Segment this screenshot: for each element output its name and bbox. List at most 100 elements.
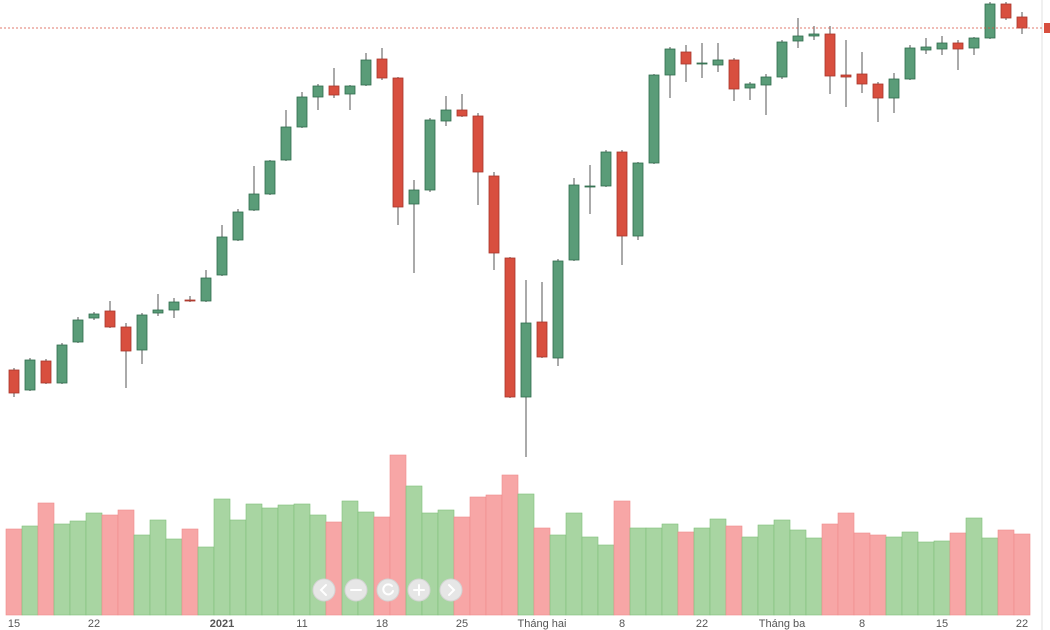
volume-bar xyxy=(213,498,231,616)
candle-body xyxy=(312,85,324,98)
volume-bar xyxy=(293,503,311,616)
candle-body xyxy=(88,313,100,319)
candle-body xyxy=(776,41,788,78)
x-tick-label: 22 xyxy=(1016,618,1028,630)
candle-body xyxy=(24,359,36,391)
candle-body xyxy=(504,257,516,398)
volume-bar xyxy=(117,509,135,616)
volume-bar xyxy=(485,494,503,616)
zoom-out-button[interactable] xyxy=(344,578,368,602)
volume-bar xyxy=(789,529,807,616)
volume-bar xyxy=(165,538,183,616)
candle-body xyxy=(360,59,372,86)
candle-body xyxy=(1016,16,1028,29)
candle-body xyxy=(56,344,68,384)
candle-body xyxy=(520,322,532,398)
volume-bar xyxy=(773,519,791,616)
candle-body xyxy=(920,46,932,51)
candle-body xyxy=(904,47,916,80)
candle-body xyxy=(984,3,996,39)
volume-bar xyxy=(709,518,727,616)
candle-body xyxy=(8,369,20,394)
candle-body xyxy=(232,211,244,241)
candle-body xyxy=(856,73,868,85)
volume-bar xyxy=(933,540,951,616)
volume-bar xyxy=(245,503,263,616)
candle-body xyxy=(792,35,804,42)
volume-bar xyxy=(821,523,839,616)
volume-bar xyxy=(581,536,599,616)
volume-bar xyxy=(549,534,567,616)
candle-body xyxy=(472,115,484,173)
x-tick-label: 15 xyxy=(936,618,948,630)
volume-bar xyxy=(149,519,167,616)
candle-body xyxy=(584,185,596,188)
volume-bar xyxy=(885,536,903,616)
volume-bar xyxy=(901,531,919,616)
volume-bar xyxy=(757,524,775,616)
candle-body xyxy=(808,33,820,37)
x-tick-label: Tháng hai xyxy=(518,618,567,630)
candle-body xyxy=(72,319,84,343)
volume-bar xyxy=(725,525,743,616)
candle-body xyxy=(40,360,52,384)
x-tick-label: 15 xyxy=(8,618,20,630)
candle-body xyxy=(968,37,980,49)
volume-bar xyxy=(197,546,215,616)
volume-bar xyxy=(229,519,247,616)
volume-bar xyxy=(629,527,647,616)
volume-bar xyxy=(5,528,23,616)
candle-body xyxy=(632,162,644,237)
candle-body xyxy=(136,314,148,351)
volume-bar xyxy=(453,516,471,616)
candle-body xyxy=(280,126,292,161)
volume-bar xyxy=(997,529,1015,616)
volume-bar xyxy=(501,474,519,616)
candle-body xyxy=(376,58,388,79)
volume-bar xyxy=(805,537,823,616)
volume-bar xyxy=(741,536,759,616)
candle-body xyxy=(168,301,180,311)
candle-body xyxy=(952,42,964,50)
volume-bar xyxy=(325,521,343,616)
reset-button[interactable] xyxy=(376,578,400,602)
candle-body xyxy=(648,74,660,164)
candle-body xyxy=(248,193,260,211)
navigation-controls xyxy=(312,578,463,602)
volume-bar xyxy=(949,532,967,616)
candle-body xyxy=(712,59,724,66)
volume-bar xyxy=(181,528,199,616)
candle-body xyxy=(760,76,772,86)
candle-body xyxy=(424,119,436,191)
volume-bar xyxy=(261,507,279,616)
last-price-marker xyxy=(1044,23,1050,33)
volume-bar xyxy=(677,531,695,616)
candle-body xyxy=(488,175,500,254)
candle-body xyxy=(552,260,564,359)
volume-bar xyxy=(469,496,487,616)
volume-bar xyxy=(661,523,679,616)
candle-body xyxy=(1000,3,1012,19)
candle-body xyxy=(872,83,884,99)
candle-body xyxy=(744,83,756,89)
candle-body xyxy=(120,326,132,352)
volume-bar xyxy=(101,514,119,616)
x-tick-label: Tháng ba xyxy=(759,618,806,630)
candle-body xyxy=(344,85,356,95)
candle-body xyxy=(664,48,676,76)
candle-body xyxy=(936,42,948,50)
candle-body xyxy=(200,277,212,302)
volume-bar xyxy=(965,517,983,616)
x-tick-label: 8 xyxy=(619,618,625,630)
scroll-left-button[interactable] xyxy=(312,578,336,602)
scroll-right-button[interactable] xyxy=(439,578,463,602)
zoom-in-button[interactable] xyxy=(407,578,431,602)
candle-body xyxy=(216,236,228,276)
x-tick-label: 8 xyxy=(859,618,865,630)
x-tick-label: 22 xyxy=(88,618,100,630)
volume-bar xyxy=(21,525,39,616)
volume-bar xyxy=(853,532,871,616)
candle-body xyxy=(600,151,612,187)
candle-body xyxy=(536,321,548,358)
